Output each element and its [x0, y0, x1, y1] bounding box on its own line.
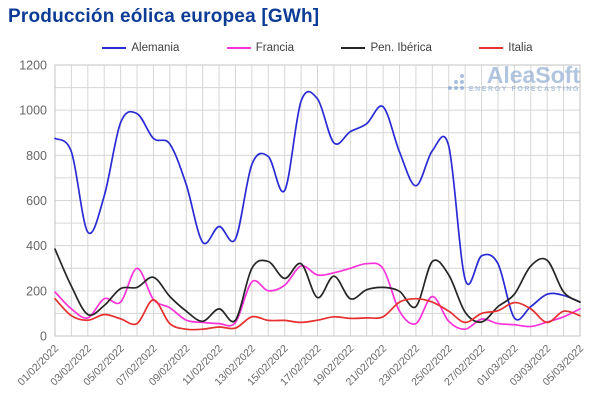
y-tick-label: 800 — [26, 149, 47, 163]
y-tick-label: 1000 — [19, 104, 47, 118]
legend-swatch — [341, 47, 366, 49]
y-tick-label: 1200 — [19, 59, 47, 73]
legend-item-italia: Italia — [479, 42, 533, 54]
legend-swatch — [479, 47, 504, 49]
series-line-alemania — [54, 90, 581, 321]
legend-swatch — [226, 47, 251, 49]
chart-title: Producción eólica europea [GWh] — [8, 6, 320, 27]
y-tick-label: 200 — [26, 284, 47, 298]
legend-label: Pen. Ibérica — [370, 42, 432, 54]
legend-item-francia: Francia — [226, 42, 295, 54]
legend-label: Alemania — [131, 42, 180, 54]
legend-item-pen-ib-rica: Pen. Ibérica — [341, 42, 432, 54]
legend-label: Francia — [255, 42, 295, 54]
legend-label: Italia — [508, 42, 533, 54]
y-tick-label: 600 — [26, 194, 47, 208]
legend-swatch — [102, 47, 127, 49]
plot-border — [54, 64, 581, 337]
legend-item-alemania: Alemania — [102, 42, 179, 54]
y-tick-label: 0 — [40, 330, 47, 344]
legend: Alemania Francia Pen. Ibérica Italia — [55, 39, 580, 57]
y-tick-label: 400 — [26, 239, 47, 253]
series-line-francia — [54, 262, 581, 331]
series-line-italia — [54, 297, 581, 331]
